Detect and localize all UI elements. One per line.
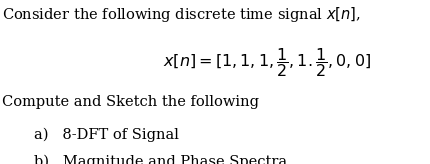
Text: Compute and Sketch the following: Compute and Sketch the following <box>2 95 259 109</box>
Text: a)   8-DFT of Signal: a) 8-DFT of Signal <box>34 128 179 142</box>
Text: $x[n] = [1, 1, 1, \dfrac{1}{2}, 1.\dfrac{1}{2}, 0, 0]$: $x[n] = [1, 1, 1, \dfrac{1}{2}, 1.\dfrac… <box>163 46 371 79</box>
Text: b)   Magnitude and Phase Spectra: b) Magnitude and Phase Spectra <box>34 154 288 164</box>
Text: Consider the following discrete time signal $x[n]$,: Consider the following discrete time sig… <box>2 5 361 24</box>
